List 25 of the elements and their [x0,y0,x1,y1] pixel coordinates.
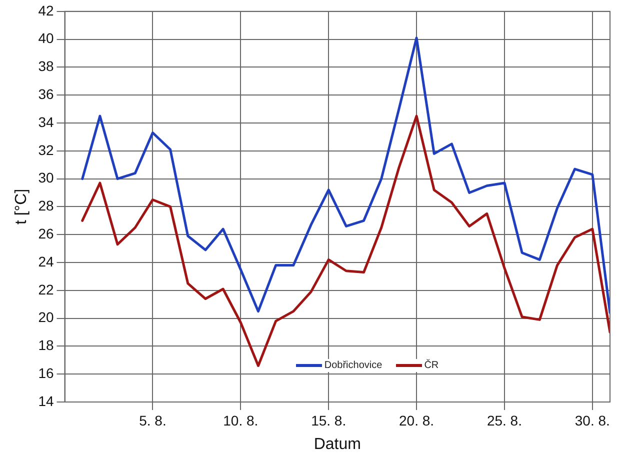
y-tick-label: 24 [38,253,54,270]
x-tick-label: 20. 8. [399,412,434,428]
y-tick-label: 38 [38,58,54,74]
x-tick-label: 25. 8. [486,412,522,428]
y-tick-label: 14 [38,392,54,409]
y-tick-label: 36 [38,86,54,102]
y-tick-label: 32 [38,142,54,158]
y-tick-label: 18 [38,337,54,354]
y-tick-label: 20 [38,309,54,326]
y-tick-label: 30 [38,170,54,186]
y-tick-label: 34 [38,114,54,130]
y-tick-label: 28 [38,198,54,214]
x-tick-label: 10. 8. [223,412,258,428]
x-tick-label: 5. 8. [139,412,166,428]
y-tick-label: 40 [38,30,54,46]
y-tick-label: 16 [38,364,54,381]
y-tick-label: 26 [38,225,54,242]
y-tick-label: 42 [38,2,54,18]
x-tick-label: 30. 8. [574,412,610,428]
y-axis-title: t [°C] [13,188,30,225]
x-tick-label: 15. 8. [311,412,346,428]
legend-label: ČR [424,360,439,372]
legend-label: Dobřichovice [324,360,382,372]
x-axis-title: Datum [314,436,361,453]
y-tick-label: 22 [38,281,54,298]
